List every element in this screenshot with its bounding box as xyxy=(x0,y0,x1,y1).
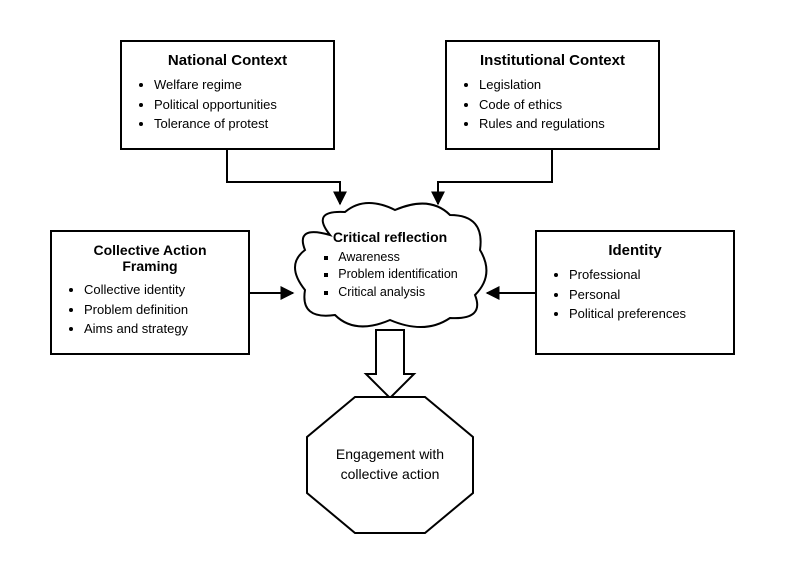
list-item: Collective identity xyxy=(84,280,234,300)
list-item: Personal xyxy=(569,285,719,305)
diagram-canvas: National Context Welfare regime Politica… xyxy=(0,0,792,576)
institutional-title: Institutional Context xyxy=(461,52,644,69)
node-identity: Identity Professional Personal Political… xyxy=(535,230,735,355)
national-title: National Context xyxy=(136,52,319,69)
list-item: Critical analysis xyxy=(338,284,458,302)
edge-national-reflection xyxy=(227,150,340,204)
reflection-title: Critical reflection xyxy=(333,229,447,245)
identity-title: Identity xyxy=(551,242,719,259)
list-item: Political preferences xyxy=(569,304,719,324)
list-item: Code of ethics xyxy=(479,95,644,115)
node-collective-action-framing: Collective Action Framing Collective ide… xyxy=(50,230,250,355)
list-item: Professional xyxy=(569,265,719,285)
national-bullets: Welfare regime Political opportunities T… xyxy=(136,75,319,134)
list-item: Political opportunities xyxy=(154,95,319,115)
list-item: Aims and strategy xyxy=(84,319,234,339)
edge-institutional-reflection xyxy=(438,150,552,204)
list-item: Problem identification xyxy=(338,266,458,284)
node-institutional-context: Institutional Context Legislation Code o… xyxy=(445,40,660,150)
institutional-bullets: Legislation Code of ethics Rules and reg… xyxy=(461,75,644,134)
reflection-bullets: Awareness Problem identification Critica… xyxy=(322,249,458,302)
engagement-label: Engagement with collective action xyxy=(305,395,475,535)
list-item: Rules and regulations xyxy=(479,114,644,134)
list-item: Tolerance of protest xyxy=(154,114,319,134)
identity-bullets: Professional Personal Political preferen… xyxy=(551,265,719,324)
node-engagement: Engagement with collective action xyxy=(305,395,475,535)
cloud-content: Critical reflection Awareness Problem id… xyxy=(290,200,490,330)
list-item: Awareness xyxy=(338,249,458,267)
list-item: Welfare regime xyxy=(154,75,319,95)
node-national-context: National Context Welfare regime Politica… xyxy=(120,40,335,150)
node-critical-reflection: Critical reflection Awareness Problem id… xyxy=(290,200,490,330)
framing-title: Collective Action Framing xyxy=(66,242,234,274)
list-item: Problem definition xyxy=(84,300,234,320)
framing-bullets: Collective identity Problem definition A… xyxy=(66,280,234,339)
list-item: Legislation xyxy=(479,75,644,95)
edge-reflection-engagement xyxy=(366,330,414,398)
